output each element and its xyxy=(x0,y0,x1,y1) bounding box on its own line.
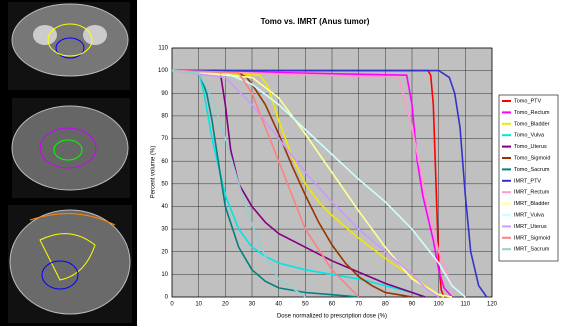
x-tick-label: 120 xyxy=(487,302,498,308)
legend-label: IMRT_Sigmoid xyxy=(514,235,550,241)
legend-label: Tomo_Sacrum xyxy=(514,167,550,173)
y-tick-label: 70 xyxy=(161,136,168,142)
x-tick-label: 30 xyxy=(249,302,256,308)
y-tick-label: 60 xyxy=(161,159,168,165)
legend-label: IMRT_PTV xyxy=(514,178,541,184)
legend-label: IMRT_Vulva xyxy=(514,212,545,218)
x-tick-label: 0 xyxy=(170,302,174,308)
x-tick-label: 40 xyxy=(275,302,282,308)
y-tick-label: 40 xyxy=(161,204,168,210)
x-tick-label: 60 xyxy=(329,302,336,308)
legend-label: Tomo_PTV xyxy=(514,98,542,104)
y-tick-label: 10 xyxy=(161,272,168,278)
legend-label: Tomo_Uterus xyxy=(514,144,547,150)
x-tick-label: 70 xyxy=(355,302,362,308)
x-tick-label: 80 xyxy=(382,302,389,308)
x-tick-label: 50 xyxy=(302,302,309,308)
x-tick-label: 10 xyxy=(195,302,202,308)
y-tick-label: 100 xyxy=(158,68,169,74)
legend-label: IMRT_Uterus xyxy=(514,224,547,230)
x-tick-label: 110 xyxy=(461,302,471,308)
legend-label: Tomo_Rectum xyxy=(514,110,550,116)
x-tick-label: 100 xyxy=(434,302,445,308)
y-axis-label: Percent volume (%) xyxy=(151,146,157,199)
x-tick-label: 90 xyxy=(409,302,416,308)
legend-label: IMRT_Rectum xyxy=(514,190,550,196)
y-tick-label: 20 xyxy=(161,249,168,255)
legend-label: IMRT_Sacrum xyxy=(514,247,550,253)
y-tick-label: 0 xyxy=(165,295,169,301)
legend-label: IMRT_Bladder xyxy=(514,201,550,207)
x-tick-label: 20 xyxy=(222,302,229,308)
y-tick-label: 110 xyxy=(158,46,168,52)
legend-label: Tomo_Vulva xyxy=(514,133,545,139)
x-axis-label: Dose normalized to prescription dose (%) xyxy=(277,314,387,320)
y-tick-label: 30 xyxy=(161,227,168,233)
chart-title: Tomo vs. IMRT (Anus tumor) xyxy=(261,17,370,26)
y-tick-label: 50 xyxy=(161,181,168,187)
legend-label: Tomo_Bladder xyxy=(514,121,550,127)
legend-label: Tomo_Sigmoid xyxy=(514,155,550,161)
page: {"chart_data": {"type": "line", "title":… xyxy=(0,0,561,326)
y-tick-label: 80 xyxy=(161,113,168,119)
ct-images xyxy=(8,2,132,323)
figure: Tomo vs. IMRT (Anus tumor) Percent volum… xyxy=(0,0,561,326)
y-tick-label: 90 xyxy=(161,91,168,97)
